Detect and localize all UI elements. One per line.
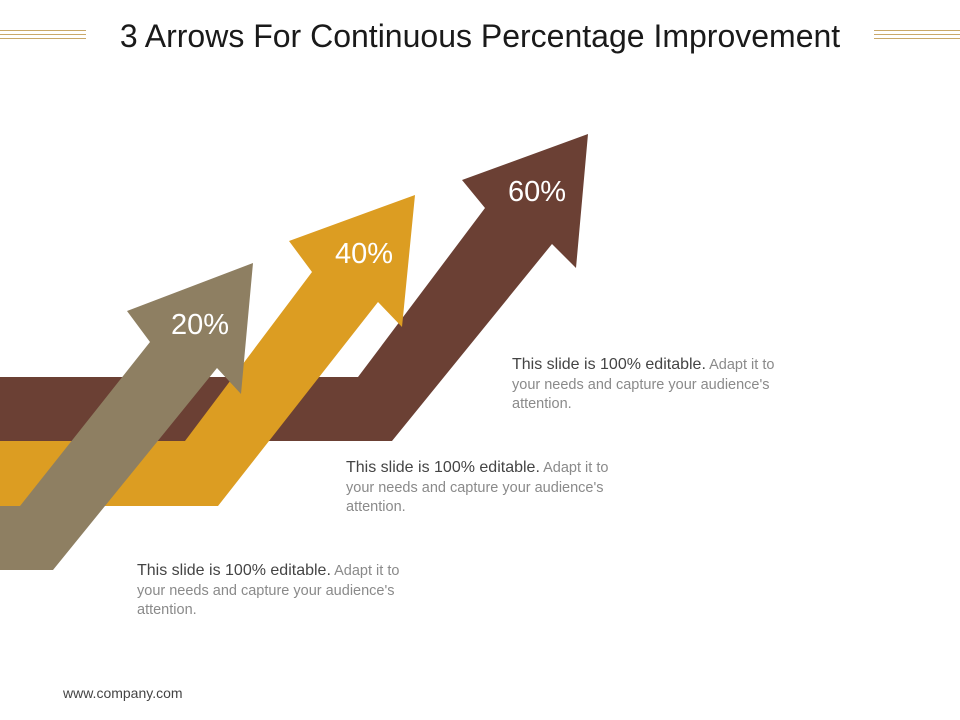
- title-rule-left: [0, 30, 86, 39]
- description-60-body: Adapt it to your needs and capture your …: [512, 357, 775, 412]
- footer-url[interactable]: www.company.com: [63, 685, 183, 701]
- description-60: This slide is 100% editable. Adapt it to…: [512, 355, 797, 415]
- percent-label-20: 20%: [170, 309, 230, 341]
- description-20: This slide is 100% editable. Adapt it to…: [137, 561, 422, 621]
- description-40-body: Adapt it to your needs and capture your …: [346, 460, 609, 515]
- description-40: This slide is 100% editable. Adapt it to…: [346, 458, 631, 518]
- description-20-lead: This slide is 100% editable.: [137, 562, 331, 579]
- percent-label-40: 40%: [334, 238, 394, 270]
- slide-title: 3 Arrows For Continuous Percentage Impro…: [119, 18, 841, 54]
- arrow-60: [0, 134, 588, 441]
- arrow-40: [0, 195, 415, 506]
- description-40-lead: This slide is 100% editable.: [346, 459, 540, 476]
- arrow-20: [0, 263, 253, 570]
- title-rule-right: [874, 30, 960, 39]
- description-60-lead: This slide is 100% editable.: [512, 356, 706, 373]
- percent-label-60: 60%: [507, 176, 567, 208]
- description-20-body: Adapt it to your needs and capture your …: [137, 563, 400, 618]
